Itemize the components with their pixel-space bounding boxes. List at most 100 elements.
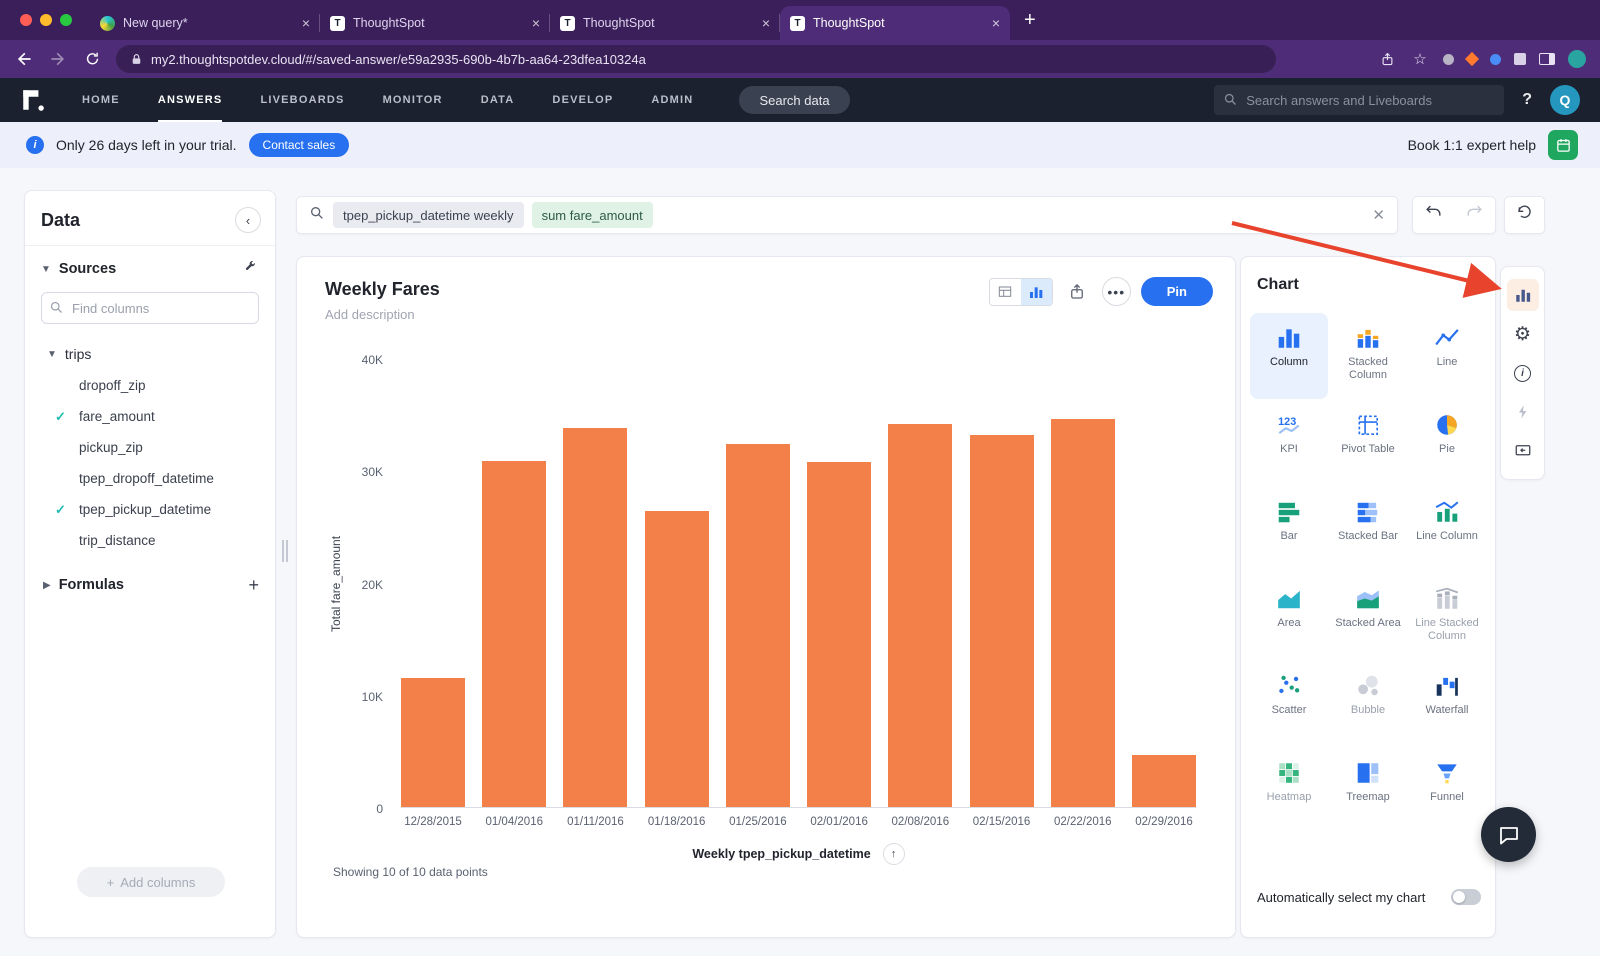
chart-type-pie[interactable]: Pie	[1408, 400, 1486, 486]
book-expert-icon[interactable]	[1548, 130, 1578, 160]
chart-type-line-column[interactable]: Line Column	[1408, 487, 1486, 573]
bar[interactable]	[807, 462, 872, 807]
chart-type-treemap[interactable]: Treemap	[1329, 748, 1407, 834]
details-rail-button[interactable]: i	[1507, 357, 1539, 389]
find-columns-input[interactable]	[41, 292, 259, 324]
collapse-panel-button[interactable]: ‹	[235, 207, 261, 233]
edit-sources-icon[interactable]	[244, 259, 259, 279]
bar[interactable]	[563, 428, 628, 807]
new-tab-button[interactable]: +	[1024, 9, 1036, 31]
clear-query-icon[interactable]: ✕	[1372, 207, 1385, 224]
maximize-window-icon[interactable]	[60, 14, 72, 26]
nav-home[interactable]: HOME	[82, 94, 120, 106]
extension-icon[interactable]	[1443, 53, 1454, 65]
chart-types-rail-button[interactable]	[1506, 279, 1539, 311]
search-query-bar[interactable]: tpep_pickup_datetime weekly sum fare_amou…	[296, 196, 1398, 234]
tab-close-icon[interactable]: ×	[301, 15, 310, 31]
settings-rail-button[interactable]: ⚙	[1507, 318, 1539, 350]
chart-type-area[interactable]: Area	[1250, 574, 1328, 660]
browser-profile-avatar[interactable]	[1568, 50, 1586, 68]
nav-monitor[interactable]: MONITOR	[382, 94, 443, 106]
panel-resize-handle[interactable]	[282, 540, 289, 562]
x-axis-title[interactable]: Weekly tpep_pickup_datetime	[692, 847, 871, 861]
bookmark-star-icon[interactable]: ☆	[1413, 51, 1427, 68]
nav-data[interactable]: DATA	[480, 94, 515, 106]
bar[interactable]	[1050, 419, 1115, 807]
undo-icon[interactable]	[1424, 203, 1443, 227]
column-item[interactable]: trip_distance	[25, 525, 275, 556]
nav-admin[interactable]: ADMIN	[651, 94, 694, 106]
pin-button[interactable]: Pin	[1140, 277, 1213, 306]
bar[interactable]	[644, 511, 709, 807]
column-item[interactable]: ✓ fare_amount	[25, 401, 275, 432]
formulas-section[interactable]: ▶ Formulas +	[43, 575, 259, 595]
bar[interactable]	[725, 444, 790, 807]
close-window-icon[interactable]	[20, 14, 32, 26]
column-item[interactable]: tpep_dropoff_datetime	[25, 463, 275, 494]
bar[interactable]	[969, 435, 1034, 807]
bar[interactable]	[1131, 755, 1196, 807]
bar[interactable]	[888, 424, 953, 807]
chart-type-bubble[interactable]: Bubble	[1329, 661, 1407, 747]
reload-icon[interactable]	[82, 49, 102, 69]
browser-tab[interactable]: T ThoughtSpot ×	[550, 6, 780, 40]
share-page-icon[interactable]	[1377, 49, 1397, 69]
reset-icon[interactable]	[1515, 203, 1534, 227]
sources-section[interactable]: ▼ Sources	[25, 246, 275, 288]
nav-answers[interactable]: ANSWERS	[157, 78, 223, 122]
share-icon[interactable]	[1063, 277, 1092, 306]
chart-type-line-stacked-column[interactable]: Line Stacked Column	[1408, 574, 1486, 660]
query-token-attribute[interactable]: tpep_pickup_datetime weekly	[333, 202, 524, 228]
chart-view-button[interactable]	[1020, 278, 1052, 305]
chart-type-funnel[interactable]: Funnel	[1408, 748, 1486, 834]
auto-select-toggle[interactable]	[1451, 889, 1481, 905]
browser-tab[interactable]: New query* ×	[90, 6, 320, 40]
bar[interactable]	[401, 678, 465, 807]
table-view-button[interactable]	[990, 279, 1021, 305]
chart-type-heatmap[interactable]: Heatmap	[1250, 748, 1328, 834]
chevron-down-icon[interactable]: ▼	[47, 348, 57, 360]
global-search-input[interactable]	[1214, 85, 1505, 115]
side-panel-icon[interactable]	[1539, 53, 1555, 65]
extension-icon[interactable]	[1490, 53, 1501, 65]
nav-liveboards[interactable]: LIVEBOARDS	[260, 94, 345, 106]
tab-close-icon[interactable]: ×	[531, 15, 540, 31]
back-icon[interactable]	[14, 49, 34, 69]
tab-close-icon[interactable]: ×	[761, 15, 770, 31]
chart-type-stacked-area[interactable]: Stacked Area	[1329, 574, 1407, 660]
spotiq-rail-button[interactable]	[1507, 396, 1539, 428]
thoughtspot-logo[interactable]	[20, 87, 46, 113]
add-columns-button[interactable]: + Add columns	[77, 867, 225, 897]
forward-icon[interactable]	[48, 49, 68, 69]
user-avatar[interactable]: Q	[1550, 85, 1580, 115]
address-bar[interactable]: my2.thoughtspotdev.cloud/#/saved-answer/…	[116, 45, 1276, 73]
search-data-button[interactable]: Search data	[739, 86, 850, 114]
browser-tab[interactable]: T ThoughtSpot ×	[320, 6, 550, 40]
answer-description-placeholder[interactable]: Add description	[325, 307, 415, 322]
chart-type-column[interactable]: Column	[1250, 313, 1328, 399]
chart-type-stacked-column[interactable]: Stacked Column	[1329, 313, 1407, 399]
table-node[interactable]: ▼ trips	[47, 346, 92, 362]
chart-type-waterfall[interactable]: Waterfall	[1408, 661, 1486, 747]
minimize-window-icon[interactable]	[40, 14, 52, 26]
chevron-right-icon[interactable]: ▶	[43, 579, 51, 591]
chart-type-stacked-bar[interactable]: Stacked Bar	[1329, 487, 1407, 573]
query-token-measure[interactable]: sum fare_amount	[531, 202, 653, 228]
add-formula-button[interactable]: +	[248, 575, 259, 595]
nav-develop[interactable]: DEVELOP	[552, 94, 614, 106]
contact-sales-button[interactable]: Contact sales	[248, 133, 350, 157]
chart-type-line[interactable]: Line	[1408, 313, 1486, 399]
answer-title[interactable]: Weekly Fares	[325, 279, 440, 299]
dev-extension-icon[interactable]	[1464, 51, 1480, 67]
close-icon[interactable]: ✕	[1464, 275, 1479, 294]
chevron-down-icon[interactable]: ▼	[41, 263, 51, 275]
expert-help-link[interactable]: Book 1:1 expert help	[1407, 137, 1536, 153]
bar[interactable]	[482, 461, 547, 807]
sort-ascending-icon[interactable]: ↑	[882, 843, 905, 865]
more-menu-icon[interactable]: •••	[1101, 277, 1131, 306]
present-rail-button[interactable]	[1507, 435, 1539, 467]
column-item[interactable]: ✓ tpep_pickup_datetime	[25, 494, 275, 525]
tab-close-icon[interactable]: ×	[991, 15, 1000, 31]
browser-tab[interactable]: T ThoughtSpot ×	[780, 6, 1010, 40]
column-item[interactable]: dropoff_zip	[25, 370, 275, 401]
